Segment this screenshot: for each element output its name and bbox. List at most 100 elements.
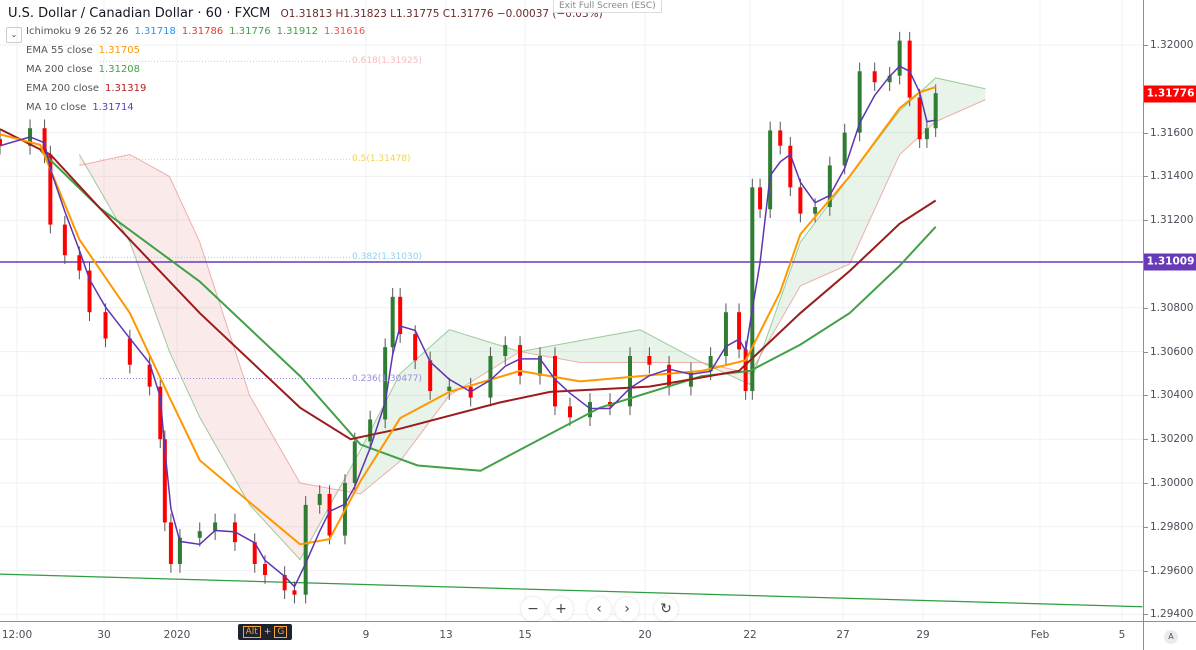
ichimoku-cloud — [78, 77, 986, 561]
cloud-segment — [449, 329, 521, 396]
exit-fullscreen-button[interactable]: Exit Full Screen (ESC) — [553, 0, 662, 13]
time-tick-label: Feb — [1030, 629, 1050, 641]
cloud-segment — [199, 242, 250, 505]
candle-body — [168, 522, 173, 565]
auto-scale-button[interactable]: A — [1164, 630, 1178, 644]
indicator-value: 1.31616 — [323, 26, 366, 37]
candle-body — [568, 406, 572, 418]
candle-body — [778, 130, 783, 146]
price-tick-label: 1.31400 — [1143, 170, 1194, 183]
plus-sign: + — [263, 627, 272, 637]
price-tick-label: 1.29600 — [1143, 564, 1194, 577]
candle-body — [768, 130, 773, 210]
candle-body — [628, 355, 632, 407]
candle-body — [933, 93, 938, 129]
candle-body — [213, 522, 218, 532]
zoom-in-button[interactable]: + — [549, 597, 573, 621]
candle-body — [428, 360, 433, 392]
fib-lines — [0, 60, 1143, 608]
candle-body — [292, 590, 297, 595]
candle-body — [252, 542, 257, 565]
price-tick-label: 1.32000 — [1143, 39, 1194, 51]
candle-body — [538, 355, 542, 376]
fib-level-label: 0.382(1.31030) — [352, 252, 423, 263]
series-line-ema-200-close — [0, 128, 937, 441]
price-chart-plot[interactable] — [0, 0, 1143, 621]
time-tick-label: 20 — [638, 629, 652, 641]
price-tick-label: 1.29400 — [1143, 608, 1194, 621]
indicator-legend-row[interactable]: Ichimoku 9 26 52 26 1.31718 1.31786 1.31776… — [26, 22, 603, 41]
indicator-value: 1.31786 — [181, 26, 224, 37]
candle-body — [553, 355, 557, 407]
candle-body — [737, 312, 742, 350]
indicator-value: 1.31776 — [229, 26, 271, 37]
candle-body — [743, 349, 748, 392]
candle-body — [758, 187, 763, 210]
candle-body — [317, 493, 322, 505]
candle-body — [788, 145, 793, 188]
indicator-lines — [0, 65, 937, 588]
time-tick-label: 22 — [743, 629, 757, 641]
price-tick-label: 1.31600 — [1143, 126, 1194, 139]
fib-level-label: 0.618(1.31925) — [352, 56, 423, 67]
candle-body — [398, 296, 403, 335]
candle-body — [147, 364, 152, 387]
chart-legend: U.S. Dollar / Canadian Dollar · 60 · FXC… — [6, 6, 603, 117]
time-tick-label: 2020 — [163, 629, 191, 641]
series-line-ma-200-close — [39, 149, 937, 472]
candle-body — [390, 296, 395, 348]
time-tick-label: 29 — [916, 629, 930, 641]
scroll-left-button[interactable]: ‹ — [587, 597, 611, 621]
candle-body — [798, 187, 803, 214]
time-axis[interactable]: 12:00 30 2020 9 13 15 20 22 27 29 Feb 5 — [0, 621, 1143, 650]
fib-level-label: 0.5(1.31478) — [352, 154, 411, 165]
candle-body — [48, 154, 53, 225]
indicator-value: 1.31319 — [105, 83, 147, 94]
ohlc-values: O1.31813 H1.31823 L1.31775 C1.31776 −0.0… — [280, 8, 603, 20]
time-tick-label: 27 — [836, 629, 850, 641]
candle-body — [0, 139, 2, 146]
indicator-legend-row[interactable]: EMA 55 close 1.31705 — [26, 41, 603, 60]
cloud-segment — [800, 176, 850, 286]
candle-body — [127, 338, 132, 365]
indicator-legend-row[interactable]: MA 10 close 1.31714 — [26, 98, 603, 117]
candle-body — [303, 504, 308, 595]
candle-body — [488, 355, 493, 398]
candle-body — [518, 345, 523, 376]
candle-body — [647, 355, 652, 365]
candle-body — [708, 355, 713, 372]
trendline — [0, 573, 1143, 608]
reset-chart-button[interactable]: ↻ — [654, 597, 678, 621]
time-tick-label: 30 — [97, 629, 111, 641]
candle-body — [842, 132, 847, 166]
alt-key: Alt — [242, 626, 261, 638]
candle-body — [162, 439, 167, 523]
indicator-value: 1.31912 — [276, 26, 318, 37]
candle-body — [158, 386, 163, 440]
price-axis[interactable]: 1.32000 1.31600 1.31400 1.31200 1.30800 1.306… — [1143, 0, 1196, 621]
candle-body — [872, 71, 877, 83]
price-tick-label: 1.30400 — [1143, 389, 1194, 402]
horizontal-line-price-label: 1.31009 — [1144, 253, 1196, 271]
scroll-right-button[interactable]: › — [615, 597, 639, 621]
candle-body — [263, 564, 267, 575]
candle-body — [368, 419, 373, 442]
axis-corner: A — [1143, 621, 1196, 650]
candles — [0, 31, 938, 604]
symbol-title: U.S. Dollar / Canadian Dollar · 60 · FXC… — [8, 6, 271, 21]
candle-body — [588, 401, 592, 418]
indicator-legend-row[interactable]: EMA 200 close 1.31319 — [26, 79, 603, 98]
cloud-segment — [129, 154, 170, 352]
zoom-out-button[interactable]: − — [521, 597, 545, 621]
candle-body — [723, 312, 728, 356]
last-price-label: 1.31776 — [1144, 85, 1196, 103]
collapse-legend-chevron-icon[interactable]: ⌄ — [6, 27, 22, 43]
indicator-value: 1.31705 — [98, 45, 140, 56]
time-tick-label: 9 — [362, 629, 370, 641]
fib-level-label: 0.236(1.30477) — [352, 373, 423, 384]
indicator-legend-row[interactable]: MA 200 close 1.31208 — [26, 60, 603, 79]
candle-body — [62, 224, 67, 256]
price-tick-label: 1.30000 — [1143, 477, 1194, 489]
indicator-name: MA 200 close — [26, 64, 93, 75]
candle-body — [503, 345, 508, 356]
